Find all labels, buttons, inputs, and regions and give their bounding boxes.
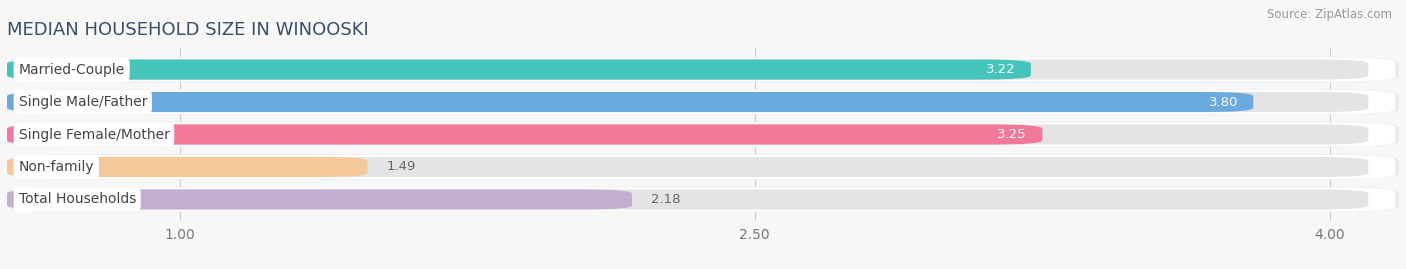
FancyBboxPatch shape bbox=[7, 125, 1368, 144]
FancyBboxPatch shape bbox=[7, 57, 1399, 82]
Text: Non-family: Non-family bbox=[18, 160, 94, 174]
Text: 1.49: 1.49 bbox=[387, 161, 416, 174]
Text: Total Households: Total Households bbox=[18, 192, 136, 207]
Text: 3.22: 3.22 bbox=[986, 63, 1015, 76]
Text: 2.18: 2.18 bbox=[651, 193, 681, 206]
FancyBboxPatch shape bbox=[7, 59, 1031, 80]
FancyBboxPatch shape bbox=[11, 187, 1395, 211]
FancyBboxPatch shape bbox=[7, 189, 1368, 210]
FancyBboxPatch shape bbox=[11, 122, 1395, 147]
Text: MEDIAN HOUSEHOLD SIZE IN WINOOSKI: MEDIAN HOUSEHOLD SIZE IN WINOOSKI bbox=[7, 20, 368, 38]
FancyBboxPatch shape bbox=[7, 154, 1399, 180]
Text: Single Male/Father: Single Male/Father bbox=[18, 95, 148, 109]
Text: Married-Couple: Married-Couple bbox=[18, 62, 125, 77]
Text: 3.80: 3.80 bbox=[1209, 95, 1237, 108]
FancyBboxPatch shape bbox=[11, 58, 1395, 82]
FancyBboxPatch shape bbox=[7, 189, 633, 210]
FancyBboxPatch shape bbox=[7, 59, 1368, 80]
FancyBboxPatch shape bbox=[7, 125, 1042, 144]
Text: 3.25: 3.25 bbox=[997, 128, 1026, 141]
FancyBboxPatch shape bbox=[7, 92, 1368, 112]
FancyBboxPatch shape bbox=[11, 90, 1395, 114]
FancyBboxPatch shape bbox=[7, 187, 1399, 212]
FancyBboxPatch shape bbox=[7, 157, 1368, 177]
Text: Source: ZipAtlas.com: Source: ZipAtlas.com bbox=[1267, 8, 1392, 21]
FancyBboxPatch shape bbox=[7, 122, 1399, 147]
Text: Single Female/Mother: Single Female/Mother bbox=[18, 128, 169, 141]
FancyBboxPatch shape bbox=[7, 89, 1399, 115]
FancyBboxPatch shape bbox=[7, 92, 1253, 112]
FancyBboxPatch shape bbox=[11, 155, 1395, 179]
FancyBboxPatch shape bbox=[7, 157, 367, 177]
